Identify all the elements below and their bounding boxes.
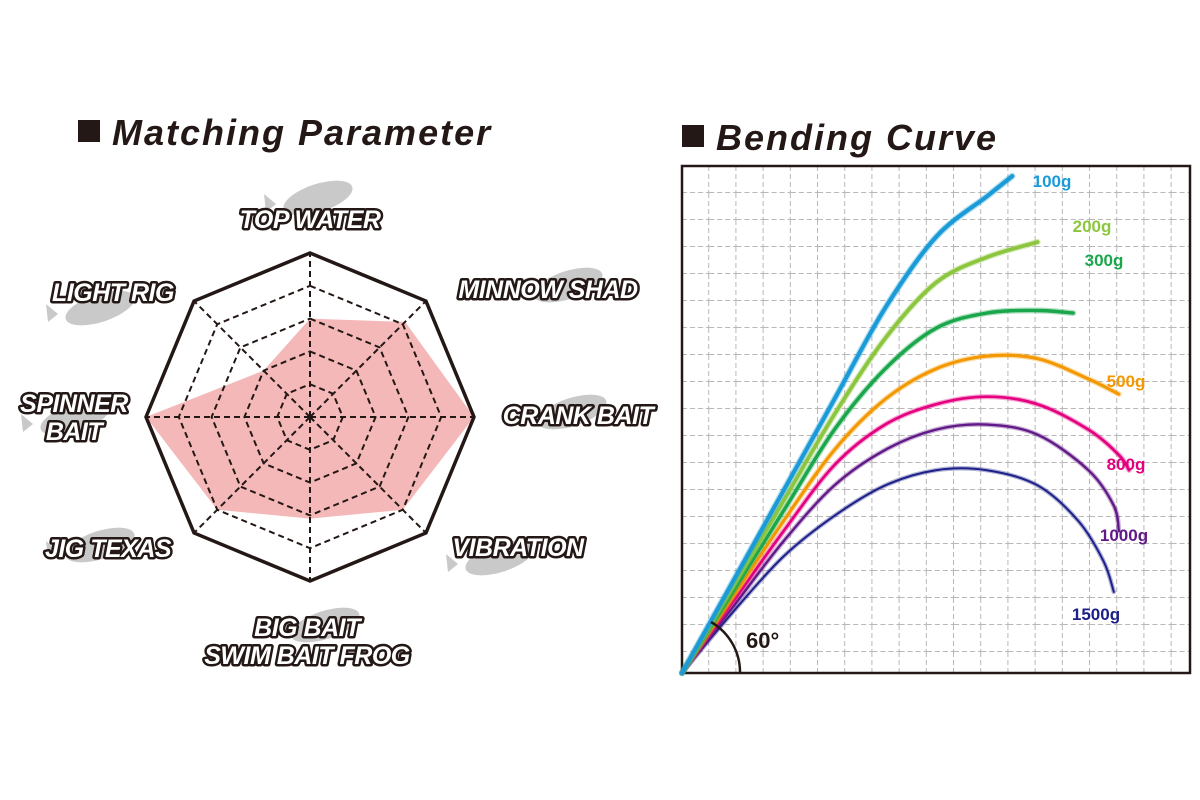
radar-spoke — [309, 416, 427, 534]
plot-grid — [682, 166, 1190, 673]
spinner-bait-lure-icon — [21, 400, 110, 436]
radar-axis-label: SPINNER BAIT — [20, 390, 128, 446]
crank-bait-lure-icon — [518, 394, 607, 430]
bend-curve-200g — [680, 240, 1040, 675]
radar-dashed-lines — [144, 251, 476, 583]
bend-curve-label: 800g — [1107, 455, 1146, 474]
radar-outline — [144, 251, 476, 583]
light-rig-lure-icon — [46, 290, 135, 326]
angle-label: 60° — [746, 628, 779, 653]
angle-arc — [710, 620, 742, 674]
title-text: Matching Parameter — [112, 112, 493, 153]
radar-axis-label: LIGHT RIG — [52, 279, 174, 307]
jig-lure-icon — [46, 527, 135, 563]
bend-curve-300g — [680, 308, 1075, 675]
bend-curve-label: 300g — [1085, 251, 1124, 270]
bend-curve-label: 500g — [1107, 372, 1146, 391]
radar-spoke — [193, 300, 311, 418]
radar-axis-label: MINNOW SHAD — [458, 276, 638, 304]
minnow-lure-icon — [514, 267, 603, 303]
lure-icons-layer — [21, 180, 607, 643]
swim-bait-lure-icon — [271, 607, 360, 643]
radar-axis-label: BIG BAIT SWIM BAIT FROG — [204, 614, 410, 670]
bend-curve-1500g — [681, 467, 1115, 674]
radar-axis-label: TOP WATER — [240, 206, 381, 234]
radar-axis-label: CRANK BAIT — [503, 402, 657, 430]
bend-curve-1000g — [680, 423, 1121, 675]
radar-spoke — [193, 416, 311, 534]
matching-parameter-title: Matching Parameter — [78, 112, 492, 154]
bend-curve-label: 1000g — [1100, 526, 1148, 545]
bend-curve-label: 1500g — [1072, 605, 1120, 624]
title-text: Bending Curve — [716, 117, 999, 158]
bend-curve-100g — [679, 174, 1015, 676]
bend-curve-label: 200g — [1073, 217, 1112, 236]
radar-ring — [210, 317, 410, 517]
bend-curve-800g — [680, 395, 1131, 675]
radar-axis-label: VIBRATION — [452, 534, 585, 562]
bending-curve-title: Bending Curve — [682, 117, 998, 159]
radar-axis-labels: TOP WATER MINNOW SHAD CRANK BAIT VIBRATION B… — [18, 204, 660, 673]
plot-frame — [680, 164, 1192, 675]
bend-curves — [678, 172, 1132, 677]
bend-curve-500g — [680, 353, 1121, 675]
bend-curve-labels: 1500g 1000g 800g 500g 300g 200g 100g — [1033, 172, 1148, 624]
bend-curve-label: 100g — [1033, 172, 1072, 191]
square-bullet-icon — [682, 125, 704, 147]
radar-axis-label: JIG TEXAS — [45, 535, 172, 563]
bending-curve-plot: 1500g 1000g 800g 500g 300g 200g 100g 60° — [678, 164, 1192, 677]
radar-spoke — [309, 300, 427, 418]
vibration-lure-icon — [446, 540, 535, 576]
square-bullet-icon — [78, 120, 100, 142]
top-water-lure-icon — [264, 180, 353, 216]
